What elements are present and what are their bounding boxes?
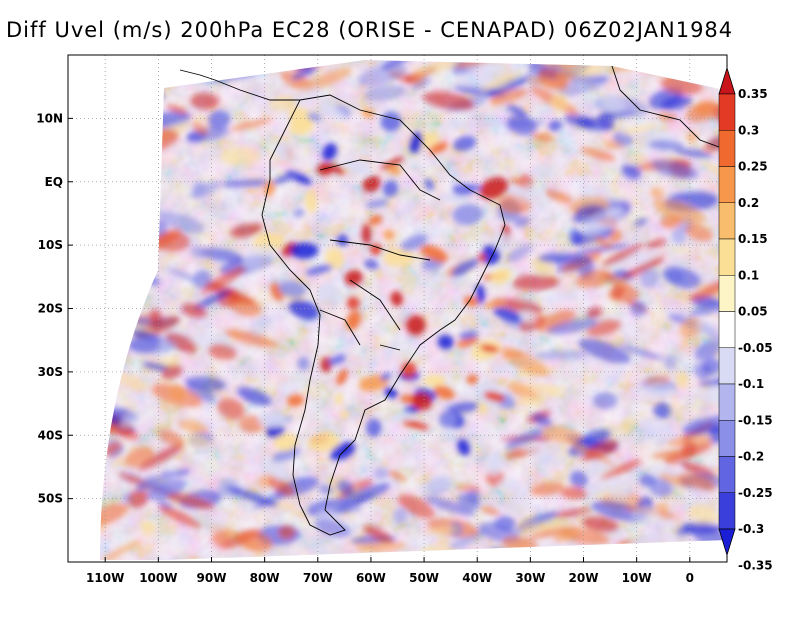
- y-tick-label: 30S: [38, 365, 63, 379]
- y-tick-label: EQ: [45, 175, 63, 189]
- colorbar-label: 0.35: [738, 87, 768, 101]
- x-axis: 110W 100W 90W 80W 70W 60W 50W 40W 30W 20W 10W 0: [86, 557, 694, 585]
- colorbar-bottom-triangle: [718, 528, 736, 557]
- borders-a: [319, 159, 441, 351]
- x-tick-label: 60W: [356, 571, 386, 585]
- x-tick-label: 20W: [569, 571, 599, 585]
- colorbar-label: 0.25: [738, 160, 768, 174]
- colorbar-swatch: [718, 492, 736, 530]
- colorbar-label: -0.1: [738, 377, 764, 391]
- x-tick-label: 80W: [250, 571, 280, 585]
- anomaly-field: [100, 60, 727, 560]
- x-tick-label: 30W: [515, 571, 545, 585]
- colorbar-label: -0.15: [738, 413, 773, 427]
- colorbar-swatch: [718, 420, 736, 457]
- graticule: [68, 55, 727, 562]
- y-axis: 10N EQ 10S 20S 30S 40S 50S: [36, 111, 73, 506]
- coastlines: [179, 65, 727, 536]
- colorbar-label: 0.3: [738, 123, 759, 137]
- x-tick-label: 0: [686, 571, 694, 585]
- colorbar-swatch: [718, 202, 736, 240]
- colorbar-swatch: [718, 347, 736, 385]
- y-tick-label: 10S: [38, 238, 63, 252]
- colorbar: 0.35 0.3 0.25 0.2 0.15 0.1 0.05 -0.05 -0.1 -0.15 -…: [718, 66, 773, 572]
- colorbar-label: 0.2: [738, 196, 759, 210]
- x-tick-label: 10W: [622, 571, 652, 585]
- x-tick-label: 90W: [197, 571, 227, 585]
- y-tick-label: 20S: [38, 302, 63, 316]
- colorbar-swatch: [718, 130, 736, 167]
- colorbar-top-triangle: [718, 66, 736, 95]
- x-tick-label: 100W: [139, 571, 177, 585]
- colorbar-label: -0.35: [738, 558, 773, 572]
- south-america-coast: [261, 94, 506, 536]
- colorbar-swatch: [718, 311, 736, 348]
- colorbar-label: -0.2: [738, 450, 764, 464]
- colorbar-label: 0.05: [738, 305, 768, 319]
- y-tick-label: 50S: [38, 492, 63, 506]
- colorbar-swatch: [718, 93, 736, 131]
- colorbar-swatch: [718, 238, 736, 276]
- colorbar-swatch: [718, 166, 736, 203]
- colorbar-swatch: [718, 383, 736, 421]
- x-tick-label: 70W: [303, 571, 333, 585]
- chart-title: Diff Uvel (m/s) 200hPa EC28 (ORISE - CEN…: [6, 18, 734, 42]
- colorbar-label: -0.25: [738, 486, 773, 500]
- colorbar-label: 0.15: [738, 232, 768, 246]
- colorbar-swatch: [718, 275, 736, 312]
- colorbar-label: -0.3: [738, 522, 764, 536]
- colorbar-label: 0.1: [738, 268, 759, 282]
- x-tick-label: 110W: [86, 571, 124, 585]
- x-tick-label: 50W: [409, 571, 439, 585]
- y-tick-label: 10N: [36, 111, 63, 125]
- central-america-coast: [179, 69, 300, 101]
- x-tick-label: 40W: [462, 571, 492, 585]
- colorbar-label: -0.05: [738, 341, 773, 355]
- y-tick-label: 40S: [38, 428, 63, 442]
- africa-coast: [611, 65, 727, 151]
- colorbar-swatch: [718, 456, 736, 493]
